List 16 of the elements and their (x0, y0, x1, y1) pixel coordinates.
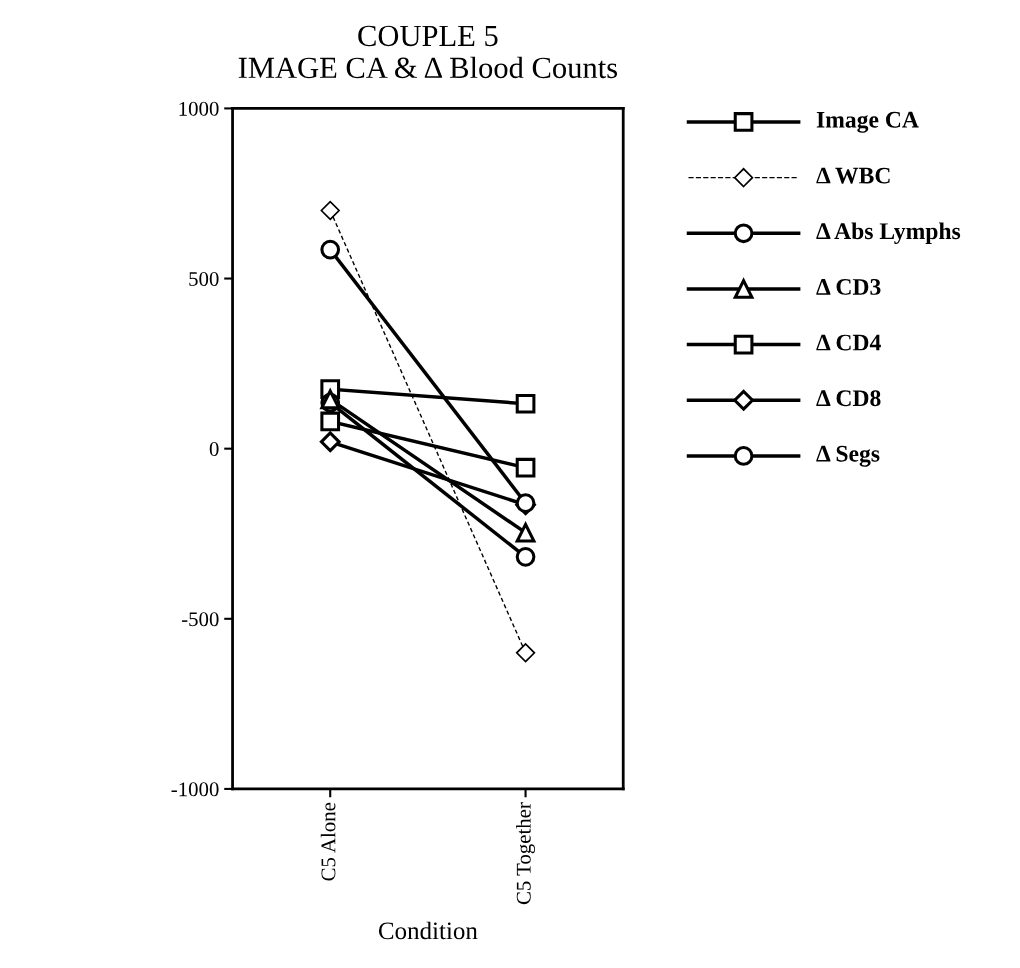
x-tick-label: C5 Alone (320, 802, 336, 881)
legend-label: Image CA (816, 111, 919, 133)
x-tick-label: C5 Together (516, 802, 536, 905)
legend-label: Δ Abs Lymphs (816, 222, 961, 245)
legend-label: Δ CD4 (816, 334, 881, 351)
y-tick-label: -1000 (171, 782, 219, 797)
x-axis-title: Condition (378, 921, 478, 940)
chart-title: COUPLE 5 IMAGE CA & Δ Blood Counts (238, 25, 618, 79)
legend-label: Δ WBC (816, 167, 890, 184)
y-tick-label: -500 (181, 612, 219, 627)
y-tick-label: 1000 (179, 101, 219, 116)
legend-label: Δ CD3 (816, 278, 881, 295)
y-tick-label: 500 (189, 271, 219, 286)
legend-label: Δ CD8 (816, 390, 881, 407)
y-tick-label: 0 (209, 442, 219, 457)
legend-label: Δ Segs (816, 445, 880, 467)
